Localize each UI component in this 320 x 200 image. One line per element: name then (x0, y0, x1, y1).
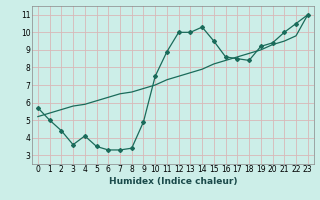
X-axis label: Humidex (Indice chaleur): Humidex (Indice chaleur) (108, 177, 237, 186)
